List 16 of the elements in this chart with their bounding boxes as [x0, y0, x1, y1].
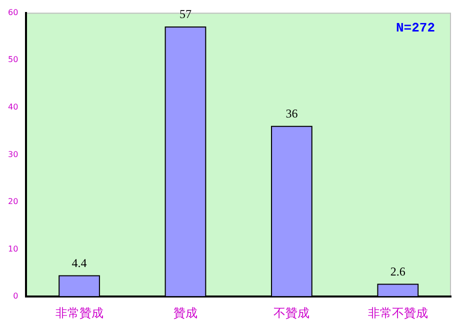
x-tick-label: 贊成 [173, 306, 198, 320]
data-label: 36 [286, 106, 298, 120]
y-tick-label: 20 [8, 197, 18, 206]
y-tick-label: 60 [8, 8, 18, 17]
x-tick-label: 非常不贊成 [368, 306, 428, 320]
y-tick-label: 0 [13, 292, 18, 301]
y-tick-label: 10 [8, 244, 18, 254]
data-label: 2.6 [390, 264, 406, 278]
data-label: 4.4 [72, 256, 87, 270]
x-tick-label: 不贊成 [274, 306, 310, 320]
data-label: 57 [179, 7, 192, 22]
y-tick-label: 40 [8, 102, 18, 112]
x-tick-label: 非常贊成 [55, 306, 104, 320]
y-tick-label: 50 [8, 55, 18, 64]
annotation: N=272 [396, 20, 436, 36]
y-tick-label: 30 [8, 150, 18, 159]
